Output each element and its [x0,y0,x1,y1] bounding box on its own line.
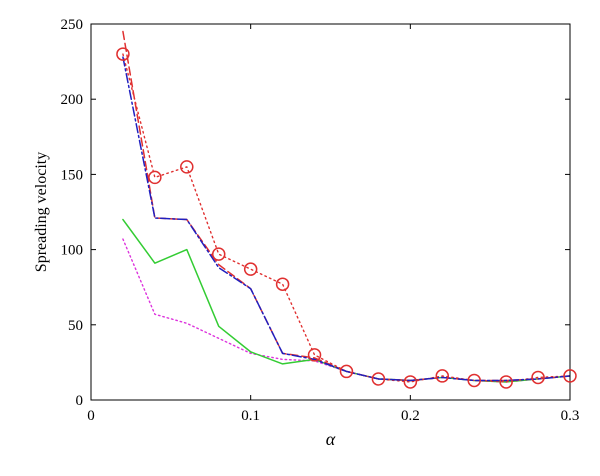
data-point-marker [499,375,513,389]
series-layer [122,30,570,383]
data-point-marker [116,47,130,61]
data-point-marker [563,369,577,383]
y-axis-label: Spreading velocity [33,152,50,272]
y-tick-label: 200 [61,92,84,108]
data-point-marker [339,364,354,379]
data-point-marker [531,370,545,385]
data-point-marker [371,372,386,386]
series-line-magenta-dotted [122,238,570,383]
ticks-layer [90,23,571,401]
tick-labels-layer: 0 0.1 0.2 0.3 0 50 100 150 200 250 [61,17,580,424]
data-point-marker [403,375,418,389]
y-tick-label: 100 [61,243,84,259]
plot-frame [90,23,571,401]
x-axis-label: α [326,429,336,449]
data-point-marker [275,277,290,291]
y-tick-label: 150 [61,167,84,183]
x-tick-label: 0.2 [401,408,420,424]
data-point-marker [435,369,450,383]
data-point-marker [243,262,258,276]
series-line-red-dotted-circles [122,53,570,383]
data-point-marker [180,160,194,174]
data-point-marker [467,373,481,388]
x-tick-label: 0 [87,408,95,424]
y-tick-label: 50 [68,318,83,334]
data-point-marker [148,170,162,185]
x-tick-label: 0.3 [561,408,580,424]
y-tick-label: 250 [61,17,84,33]
series-line-green-solid [122,218,570,383]
y-tick-label: 0 [76,393,84,409]
series-line-blue-dashdot [122,56,570,382]
x-tick-label: 0.1 [241,408,260,424]
data-point-marker [211,247,226,261]
series-line-red-dashed [122,30,570,382]
data-point-marker [307,348,322,362]
